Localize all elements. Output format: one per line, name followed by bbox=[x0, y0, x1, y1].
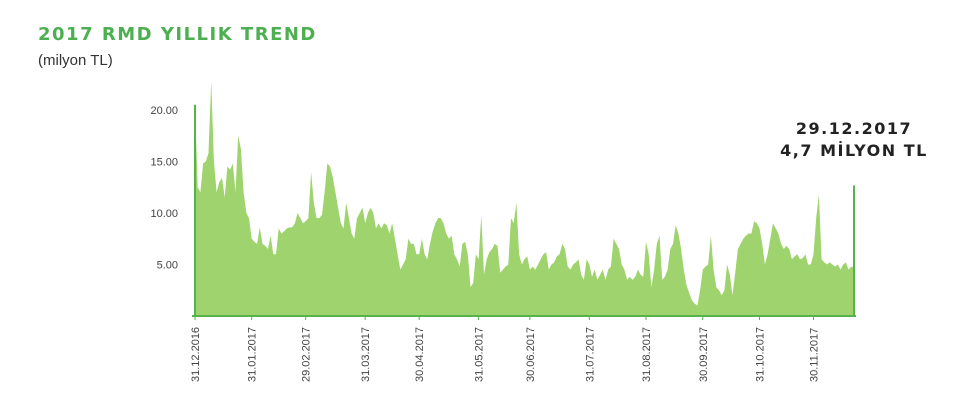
x-tick-label: 31.10.2017 bbox=[754, 327, 766, 382]
y-tick-label: 20.00 bbox=[150, 105, 178, 117]
x-tick-label: 31.03.2017 bbox=[360, 327, 372, 382]
callout-date: 29.12.2017 bbox=[795, 119, 913, 138]
x-tick-label: 31.07.2017 bbox=[584, 327, 596, 382]
x-tick-label: 31.08.2017 bbox=[641, 327, 653, 382]
y-axis-ticks: 5.00 10.00 15.00 20.00 bbox=[150, 105, 178, 272]
area-fill bbox=[195, 81, 854, 316]
unit-label: (milyon TL) bbox=[38, 52, 113, 69]
x-tick-label: 31.12.2016 bbox=[190, 327, 202, 382]
x-tick-label: 29.02.2017 bbox=[301, 327, 313, 382]
y-tick-label: 5.00 bbox=[157, 259, 178, 271]
y-tick-label: 10.00 bbox=[150, 208, 178, 220]
x-axis-ticks: 31.12.2016 31.01.2017 29.02.2017 31.03.2017… bbox=[190, 316, 820, 382]
x-tick-label: 30.04.2017 bbox=[414, 327, 426, 382]
callout-value: 4,7 MİLYON TL bbox=[780, 141, 928, 160]
x-tick-label: 31.01.2017 bbox=[247, 327, 259, 382]
area-series bbox=[194, 81, 855, 316]
latest-value-callout: 29.12.2017 4,7 MİLYON TL bbox=[780, 118, 928, 162]
x-tick-label: 30.09.2017 bbox=[698, 327, 710, 382]
x-tick-label: 31.05.2017 bbox=[474, 327, 486, 382]
x-tick-label: 30.11.2017 bbox=[808, 328, 820, 382]
y-tick-label: 15.00 bbox=[150, 156, 178, 168]
x-tick-label: 30.06.2017 bbox=[525, 327, 537, 382]
chart-title: 2017 RMD YILLIK TREND bbox=[38, 24, 317, 45]
